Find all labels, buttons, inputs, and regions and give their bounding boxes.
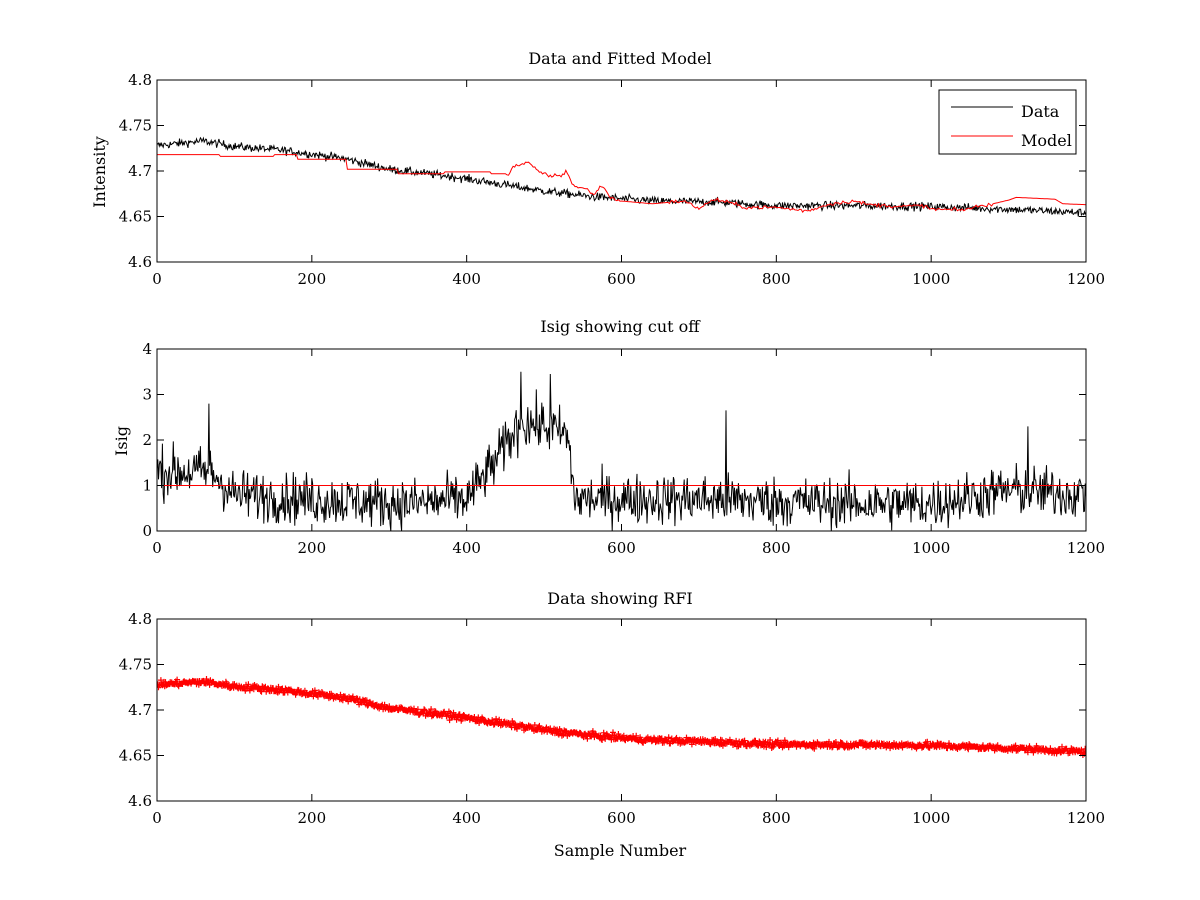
y-tick-label: 4.75 bbox=[119, 117, 152, 135]
y-tick-label: 4.8 bbox=[128, 610, 152, 628]
panel-data-and-model: Data and Fitted Model 0 200 400 600 800 1000 1… bbox=[90, 49, 1105, 288]
x-tick-label: 800 bbox=[762, 270, 791, 288]
legend-model-label: Model bbox=[1021, 131, 1072, 150]
x-tick-label: 1000 bbox=[912, 270, 950, 288]
series-group bbox=[157, 136, 1086, 217]
series-group bbox=[157, 371, 1086, 531]
isig-line bbox=[157, 371, 1086, 531]
y-tick-label: 2 bbox=[142, 431, 152, 449]
x-tick-label: 200 bbox=[298, 809, 327, 827]
x-tick-label: 600 bbox=[607, 809, 636, 827]
y-tick-label: 4.6 bbox=[128, 792, 152, 810]
legend-box bbox=[938, 89, 1077, 155]
x-tick-label: 400 bbox=[452, 539, 481, 557]
y-tick-label: 4 bbox=[142, 340, 152, 358]
x-tick-label: 200 bbox=[298, 539, 327, 557]
data-line bbox=[157, 136, 1086, 217]
plot-area: 0 200 400 600 800 1000 1200 4.6 4.65 4.7 4.75 4.8 bbox=[119, 71, 1106, 288]
x-tick-label: 400 bbox=[452, 270, 481, 288]
x-tick-label: 600 bbox=[607, 270, 636, 288]
x-tick-label: 400 bbox=[452, 809, 481, 827]
y-tick-label: 4.65 bbox=[119, 747, 152, 765]
panel-rfi: Data showing RFI 0 200 400 600 800 1000 1200 4.… bbox=[119, 589, 1106, 860]
y-axis-label: Isig bbox=[112, 426, 131, 456]
x-tick-label: 1000 bbox=[912, 539, 950, 557]
legend: Data Model bbox=[938, 89, 1077, 155]
y-axis-label: Intensity bbox=[90, 136, 109, 208]
series-group bbox=[157, 676, 1086, 758]
chart-title: Data showing RFI bbox=[547, 589, 692, 608]
x-axis-label: Sample Number bbox=[554, 841, 687, 860]
x-tick-label: 1200 bbox=[1067, 539, 1105, 557]
rfi-markers bbox=[157, 676, 1086, 758]
chart-title: Isig showing cut off bbox=[540, 317, 701, 336]
y-tick-label: 4.75 bbox=[119, 656, 152, 674]
axes-frame bbox=[156, 618, 1087, 802]
y-tick-label: 4.7 bbox=[128, 162, 152, 180]
y-tick-label: 4.7 bbox=[128, 701, 152, 719]
x-tick-label: 800 bbox=[762, 809, 791, 827]
y-tick-label: 4.6 bbox=[128, 253, 152, 271]
y-tick-label: 1 bbox=[142, 477, 152, 495]
chart-title: Data and Fitted Model bbox=[528, 49, 711, 68]
plot-area: 0 200 400 600 800 1000 1200 4.6 4.65 4.7 4.75 4.8 bbox=[119, 610, 1106, 827]
x-tick-label: 800 bbox=[762, 539, 791, 557]
legend-data-label: Data bbox=[1021, 102, 1060, 121]
model-line bbox=[157, 154, 1086, 213]
panel-isig: Isig showing cut off 0 200 400 600 800 1000 12… bbox=[112, 317, 1105, 557]
x-tick-label: 0 bbox=[152, 270, 162, 288]
x-tick-label: 0 bbox=[152, 539, 162, 557]
x-tick-label: 0 bbox=[152, 809, 162, 827]
y-tick-label: 4.8 bbox=[128, 71, 152, 89]
x-tick-label: 1000 bbox=[912, 809, 950, 827]
x-tick-label: 1200 bbox=[1067, 809, 1105, 827]
y-tick-label: 3 bbox=[142, 386, 152, 404]
plot-area: 0 200 400 600 800 1000 1200 0 1 2 3 4 bbox=[142, 340, 1105, 557]
y-tick-label: 0 bbox=[142, 522, 152, 540]
y-tick-label: 4.65 bbox=[119, 208, 152, 226]
x-tick-label: 200 bbox=[298, 270, 327, 288]
x-tick-label: 600 bbox=[607, 539, 636, 557]
x-tick-label: 1200 bbox=[1067, 270, 1105, 288]
